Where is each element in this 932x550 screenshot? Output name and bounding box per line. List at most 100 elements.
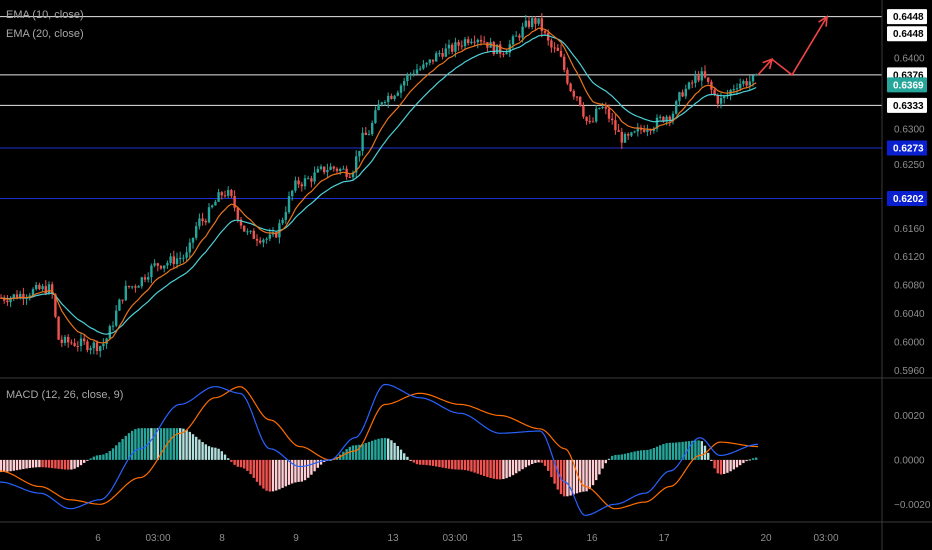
candle-body <box>281 219 284 224</box>
macd-histogram-bar <box>175 428 179 460</box>
candle-body <box>755 74 758 76</box>
macd-histogram-bar <box>0 459 3 473</box>
price-axis[interactable]: 0.6400 0.6300 0.6250 0.6160 0.6120 0.6080 0.60… <box>887 9 927 377</box>
macd-histogram-bar <box>294 459 297 483</box>
macd-histogram-bar <box>451 459 454 470</box>
price-tag-box <box>887 140 927 156</box>
candle-body <box>137 286 140 288</box>
macd-histogram-bar <box>675 442 678 460</box>
macd-histogram-bar <box>236 459 239 467</box>
macd-histogram-bar <box>441 459 444 468</box>
macd-axis[interactable]: 0.0020 0.0000 −0.0020 <box>894 411 931 511</box>
candle-body <box>415 69 419 74</box>
price-tick-label: 0.6300 <box>894 124 925 135</box>
macd-histogram-bar <box>607 458 611 460</box>
candle-body <box>617 130 620 132</box>
price-tag-blue[interactable]: 0.6202 <box>887 190 927 206</box>
candle-body <box>575 96 579 98</box>
macd-histogram-bar <box>601 459 604 469</box>
macd-histogram-bar <box>15 459 19 471</box>
price-tag-white[interactable]: 0.6448 <box>887 26 927 42</box>
candle-body <box>191 237 195 243</box>
candle-body <box>54 294 57 317</box>
macd-histogram-bar <box>268 459 271 492</box>
projection-arrow[interactable] <box>757 16 828 77</box>
macd-histogram-bar <box>710 459 713 461</box>
price-tag-label: 0.6202 <box>893 194 924 205</box>
candle-body <box>127 285 131 287</box>
candle-body <box>326 169 329 173</box>
candle-body <box>31 289 35 296</box>
candle-body <box>214 201 217 206</box>
price-tag-white[interactable]: 0.6333 <box>887 97 927 113</box>
candle-body <box>399 85 403 93</box>
candle-body <box>147 277 150 280</box>
macd-histogram-bar <box>748 459 751 461</box>
macd-legend[interactable]: MACD (12, 26, close, 9) <box>6 389 124 401</box>
candle-body <box>377 104 380 111</box>
candle-body <box>719 97 723 104</box>
candle-body <box>553 47 556 49</box>
macd-histogram-bar <box>284 459 287 487</box>
time-tick-label: 6 <box>95 533 101 544</box>
macd-histogram-bar <box>243 459 246 469</box>
macd-histogram-bar <box>278 459 281 490</box>
macd-histogram-bar <box>431 459 435 466</box>
macd-histogram-bar <box>105 453 108 460</box>
price-tag-green[interactable]: 0.6369 <box>887 77 927 93</box>
macd-histogram-bar <box>377 438 380 460</box>
candle-body <box>703 71 707 78</box>
macd-histogram-bar <box>665 443 668 460</box>
candle-body <box>188 242 191 253</box>
candle-body <box>662 116 665 122</box>
candle-body <box>297 180 300 185</box>
macd-histogram-bar <box>524 459 527 468</box>
macd-histogram-bar <box>755 457 758 460</box>
macd-histogram-bar <box>185 429 188 460</box>
macd-histogram-bar <box>566 459 569 497</box>
macd-histogram-bar <box>383 437 387 460</box>
candle-body <box>204 220 207 223</box>
candle-body <box>166 262 169 266</box>
candle-body <box>342 168 345 170</box>
macd-histogram-bar <box>255 459 259 482</box>
candle-body <box>751 75 755 82</box>
macd-histogram-bar <box>38 459 41 468</box>
ema10-legend[interactable]: EMA (10, close) <box>6 9 84 21</box>
macd-histogram-bar <box>723 459 726 474</box>
signal-line[interactable] <box>0 386 759 510</box>
macd-histogram-bar <box>419 459 422 465</box>
candle-body <box>463 39 467 47</box>
candle-body <box>435 53 438 62</box>
macd-histogram-bar <box>646 449 649 460</box>
macd-histogram-bar <box>508 459 511 477</box>
price-tag-blue[interactable]: 0.6273 <box>887 140 927 156</box>
candle-body <box>268 234 271 239</box>
macd-histogram-bar <box>121 438 124 460</box>
ema20-line[interactable] <box>0 34 757 335</box>
candle-body <box>502 53 505 55</box>
price-tag-label: 0.6369 <box>893 80 924 91</box>
ema20-legend[interactable]: EMA (20, close) <box>6 28 84 40</box>
candle-body <box>57 316 60 340</box>
macd-line[interactable] <box>0 383 759 516</box>
macd-histogram-bar <box>428 459 431 466</box>
projection-arrow-head <box>762 58 774 70</box>
candle-body <box>115 310 118 326</box>
candle-body <box>732 89 735 91</box>
candle-body <box>707 77 710 82</box>
price-tag-white[interactable]: 0.6448 <box>887 9 927 25</box>
candle-body <box>300 184 303 187</box>
macd-histogram-bar <box>367 441 371 460</box>
macd-histogram-bar <box>751 458 755 460</box>
macd-pane[interactable] <box>0 383 759 516</box>
time-axis[interactable]: 6 03:00 8 9 13 03:00 15 16 17 20 03:00 <box>95 533 839 544</box>
candle-body <box>691 82 694 84</box>
price-tag-box <box>887 190 927 206</box>
price-pane[interactable] <box>0 13 882 358</box>
macd-histogram-bar <box>143 428 147 460</box>
ema10-line[interactable] <box>0 27 757 344</box>
macd-histogram-bar <box>313 459 316 472</box>
macd-histogram-bar <box>291 459 294 484</box>
